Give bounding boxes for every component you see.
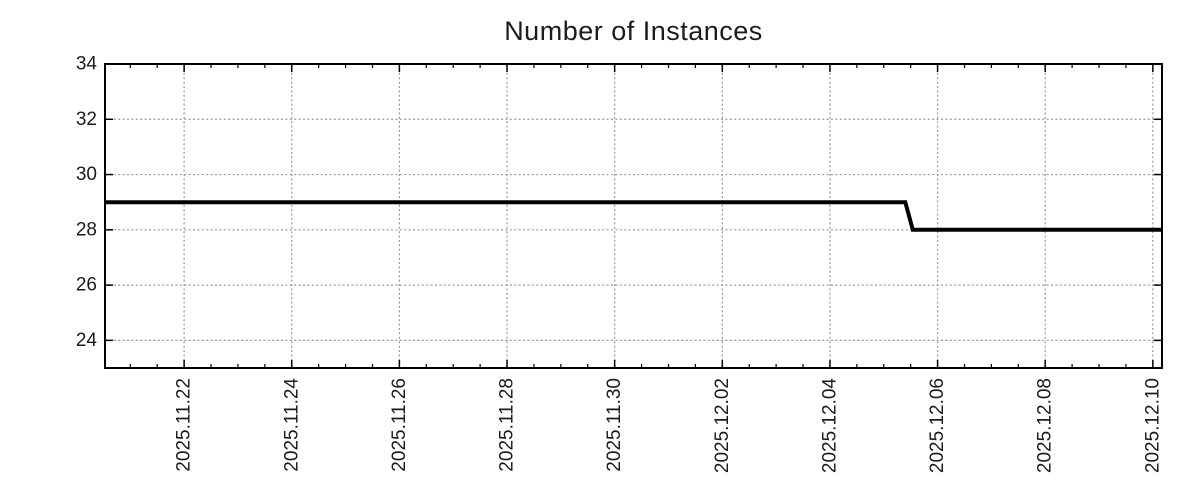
x-tick-label: 2025.12.02 — [712, 378, 733, 473]
x-tick-label: 2025.12.04 — [819, 378, 840, 474]
x-tick-label: 2025.12.08 — [1035, 378, 1056, 473]
x-tick-label: 2025.12.06 — [927, 378, 948, 473]
x-tick-label: 2025.11.28 — [497, 378, 518, 472]
data-line-instances — [105, 200, 1162, 232]
y-tick-label: 32 — [76, 109, 97, 130]
y-tick-label: 34 — [76, 54, 98, 75]
x-tick-label: 2025.11.24 — [281, 378, 302, 472]
y-tick-label: 24 — [76, 330, 98, 351]
plot-border — [104, 63, 1163, 369]
y-tick-label: 30 — [76, 164, 97, 185]
chart-title: Number of Instances — [504, 16, 763, 46]
x-tick-label: 2025.11.26 — [389, 378, 410, 472]
y-tick-label: 26 — [76, 275, 97, 296]
x-tick-label: 2025.11.22 — [174, 378, 195, 472]
x-tick-label: 2025.12.10 — [1142, 378, 1163, 473]
y-tick-label: 28 — [76, 219, 97, 240]
x-tick-label: 2025.11.30 — [604, 378, 625, 472]
